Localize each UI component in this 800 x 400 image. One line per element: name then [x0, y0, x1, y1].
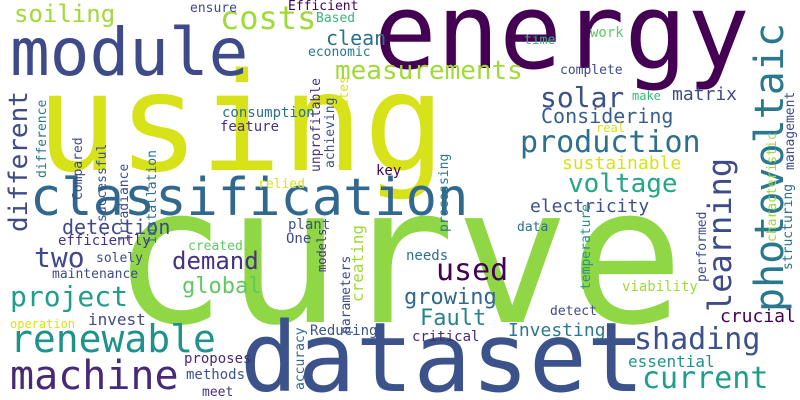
word-detect: detect [550, 304, 597, 319]
word-characteristic: characteristic [765, 132, 780, 242]
word-make: make [632, 89, 661, 103]
word-viability: viability [622, 279, 698, 295]
word-curve: curve [112, 146, 684, 367]
word-used: used [436, 253, 509, 288]
word-based: Based [316, 11, 356, 26]
word-key: key [376, 163, 402, 179]
word-operation: operation [10, 317, 76, 331]
word-processing: processing [437, 153, 452, 232]
word-two: two [34, 241, 85, 274]
word-economic: economic [308, 45, 371, 60]
word-models: models [315, 228, 329, 272]
word-invest: invest [88, 310, 146, 329]
word-solely: solely [96, 251, 143, 266]
word-electricity: electricity [530, 196, 650, 217]
word-dataset: dataset [240, 302, 645, 400]
word-performed: performed [695, 211, 710, 282]
word-feature: feature [220, 119, 280, 135]
word-plant: plant [288, 217, 331, 233]
word-successful: successful [95, 143, 110, 222]
word-demand: demand [172, 247, 259, 275]
word-consumption: consumption [222, 105, 315, 121]
word-sustainable: sustainable [562, 153, 682, 174]
word-current: current [642, 361, 769, 396]
word-investing: Investing [508, 320, 606, 341]
word-module: module [10, 14, 249, 91]
word-measurements: measurements [335, 56, 523, 86]
word-soiling: soiling [14, 0, 116, 28]
word-maintenance: maintenance [52, 267, 139, 282]
word-relied: relied [258, 177, 305, 192]
word-efficient: Efficient [288, 0, 359, 14]
word-unprofitable: unprofitable [309, 78, 324, 172]
word-incorporates: incorporates [337, 76, 352, 170]
word-clean: clean [326, 26, 387, 50]
word-critical: critical [412, 329, 480, 345]
word-renewable: renewable [10, 317, 216, 361]
word-growing: growing [404, 285, 497, 310]
word-considering: Considering [541, 104, 674, 128]
word-solar: solar [540, 81, 625, 114]
word-achieving: achieving [323, 97, 338, 168]
word-temperature: temperature [579, 203, 594, 290]
word-shading: shading [634, 322, 761, 357]
word-parameters: parameters [339, 255, 354, 334]
word-matrix: matrix [672, 84, 738, 105]
word-energy: energy [374, 0, 750, 93]
word-ensure: ensure [190, 1, 237, 16]
word-real: real [596, 121, 625, 135]
word-fault: Fault [420, 306, 487, 331]
word-one: One [286, 231, 312, 247]
word-structuring: structuring [781, 183, 796, 270]
word-created: created [188, 239, 243, 254]
word-irradiance: irradiance [117, 163, 132, 242]
word-time: time [524, 33, 556, 48]
word-needs: needs [406, 248, 449, 264]
word-project: project [10, 280, 129, 313]
word-classification: classification [30, 168, 469, 228]
word-production: production [520, 125, 701, 160]
word-data: data [517, 220, 549, 235]
word-reducing: Reducing [310, 323, 378, 339]
word-work: work [590, 25, 624, 41]
word-installation: installation [145, 150, 160, 244]
word-meet: meet [202, 385, 234, 400]
word-complete: complete [560, 63, 623, 78]
word-methods: methods [186, 367, 246, 383]
word-difference: difference [35, 99, 50, 178]
word-essential: essential [628, 352, 715, 371]
word-compared: Compared [71, 137, 86, 200]
word-different: different [4, 91, 34, 232]
word-costs: costs [220, 0, 317, 37]
word-voltage: voltage [568, 169, 678, 199]
word-machine: machine [10, 353, 179, 399]
word-detection: detection [62, 215, 171, 239]
word-global: global [182, 274, 262, 299]
word-accuracy: accuracy [293, 327, 308, 390]
word-using: using [36, 45, 446, 203]
word-proposes: proposes [184, 351, 252, 367]
word-crucial: crucial [720, 306, 796, 327]
word-efficiently: efficiently [58, 233, 151, 249]
word-management: management [783, 91, 798, 170]
